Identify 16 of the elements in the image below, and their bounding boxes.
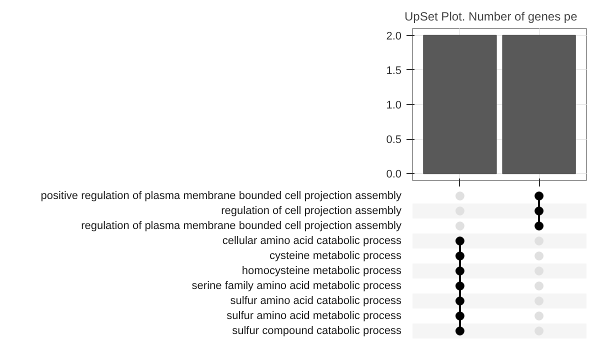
y-tick-label: sulfur compound catabolic process [232, 325, 402, 337]
y-tick-label: sulfur amino acid catabolic process [230, 295, 402, 307]
y-tick-label: cellular amino acid catabolic process [222, 235, 402, 247]
y-tick-label: 1.0 [386, 100, 402, 112]
y-tick-label: cysteine metabolic process [269, 250, 402, 262]
chart-title: UpSet Plot. Number of genes pe [404, 10, 578, 24]
y-tick-label: 0.5 [386, 134, 402, 146]
y-tick-label: sulfur amino acid metabolic process [226, 310, 402, 322]
y-tick-label: regulation of cell projection assembly [221, 205, 402, 217]
y-tick-label: homocysteine metabolic process [242, 265, 402, 277]
y-tick-label: 0.0 [386, 168, 402, 181]
y-tick-label: 2.0 [386, 30, 402, 42]
y-tick-label: positive regulation of plasma membrane bounded cell projection assembly [40, 190, 402, 202]
y-tick-label: 1.5 [386, 64, 402, 77]
y-tick-label: regulation of plasma membrane bounded cell projection assembly [81, 220, 402, 232]
y-tick-label: serine family amino acid metabolic process [192, 280, 402, 292]
